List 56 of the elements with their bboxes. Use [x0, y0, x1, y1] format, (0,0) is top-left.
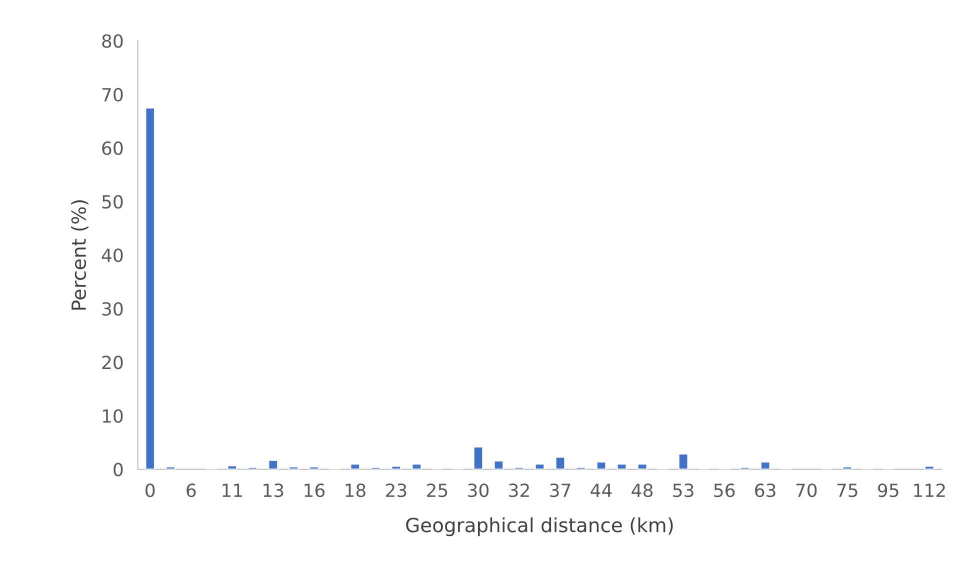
bar	[534, 463, 546, 470]
y-tick-label: 70	[102, 88, 123, 102]
y-tick-label: 60	[102, 141, 123, 156]
y-tick-label: 50	[102, 194, 123, 209]
bar	[165, 466, 176, 470]
x-tick-label: 70	[796, 484, 817, 498]
x-tick-label: 44	[590, 484, 612, 497]
x-tick-label: 23	[386, 484, 406, 498]
x-tick-label: 25	[427, 484, 448, 498]
bar	[226, 464, 238, 470]
bar	[678, 453, 689, 470]
bar	[575, 466, 586, 470]
x-tick-label: 16	[304, 484, 325, 498]
x-tick-label: 6	[186, 484, 196, 498]
bar	[493, 460, 504, 470]
x-tick-label: 13	[264, 484, 284, 498]
y-tick-label: 20	[102, 356, 123, 370]
bar	[268, 460, 278, 470]
bar	[472, 446, 484, 470]
bar	[308, 466, 320, 470]
bar	[411, 463, 422, 470]
y-axis-title: Percent (%)	[71, 200, 88, 310]
x-tick-label: 95	[878, 484, 898, 498]
y-tick-label: 0	[114, 462, 123, 476]
x-tick-label: 30	[468, 484, 489, 498]
x-tick-label: 37	[550, 484, 570, 498]
bar	[554, 456, 566, 470]
x-tick-label: 63	[755, 484, 776, 498]
bar	[370, 466, 381, 470]
x-tick-label: 18	[346, 484, 366, 498]
x-axis-title: Geographical distance (km)	[406, 517, 673, 536]
bar	[636, 463, 648, 470]
x-tick-label: 75	[837, 484, 858, 498]
bar	[842, 466, 853, 470]
x-tick-label: 112	[914, 484, 945, 497]
x-tick-label: 48	[632, 484, 653, 498]
bar	[288, 466, 299, 470]
bar	[514, 466, 525, 470]
bar	[740, 466, 750, 470]
x-tick-label: 32	[509, 484, 529, 498]
bar	[596, 461, 607, 470]
y-tick-label: 80	[102, 34, 123, 48]
y-tick-label: 10	[102, 409, 123, 423]
bar	[390, 465, 402, 470]
bar	[247, 466, 258, 470]
y-tick-label: 40	[102, 248, 123, 262]
x-tick-label: 11	[222, 484, 242, 497]
x-tick-label: 0	[146, 484, 155, 498]
x-tick-label: 53	[673, 484, 694, 498]
bar	[924, 465, 935, 470]
bar	[760, 461, 771, 470]
bar	[350, 463, 360, 470]
bar	[616, 463, 628, 470]
y-tick-label: 30	[102, 302, 123, 316]
bar	[144, 107, 156, 470]
x-tick-label: 56	[714, 484, 735, 498]
